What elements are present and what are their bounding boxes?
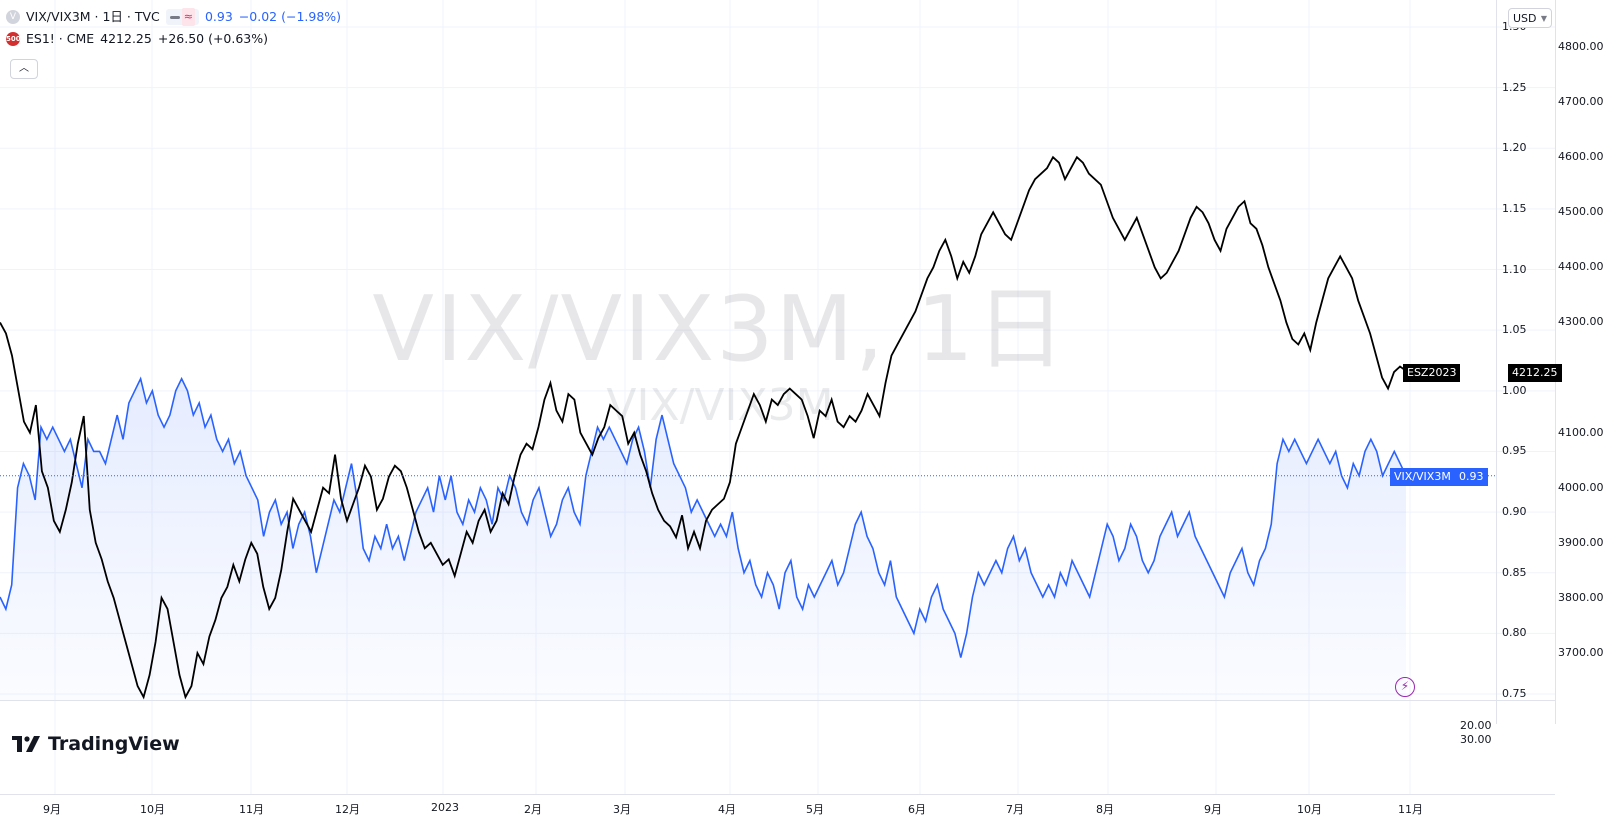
es-axis-tick: 4500.00 [1558, 205, 1604, 219]
vix-area-fill [0, 378, 1406, 700]
brand-name: TradingView [48, 733, 180, 755]
es-series-label-tag: ESZ2023 [1403, 364, 1461, 382]
time-axis-tick: 7月 [1006, 803, 1024, 816]
vix-series-line [0, 376, 1407, 658]
vix-axis-tick: 1.15 [1502, 201, 1527, 215]
legend-es-symbol[interactable]: ES1! · CME [26, 31, 95, 46]
sub-pane-divider[interactable] [0, 700, 1555, 701]
vix-axis-tick: 0.85 [1502, 565, 1527, 579]
time-axis-tick: 10月 [1297, 803, 1322, 816]
vix-axis-tick: 1.05 [1502, 323, 1527, 337]
es-price-tag: 4212.25 [1508, 364, 1562, 382]
vix-price-tag: 0.93 [1455, 468, 1488, 486]
legend-es-change: +26.50 (+0.63%) [157, 31, 269, 46]
minus-icon [169, 15, 180, 19]
symbol-watermark-sub: VIX/VIX3M [606, 380, 834, 431]
vix-series-label-tag: VIX/VIX3M [1390, 468, 1455, 486]
legend-row-es[interactable]: 500 ES1! · CME 4212.25 +26.50 (+0.63%) [6, 28, 341, 50]
time-axis[interactable]: 9月 10月 11月 12月 2023 2月 3月 4月 5月 6月 7月 8月 9月 10月 11月 [0, 794, 1555, 822]
approx-icon: ≈ [181, 8, 195, 26]
es-axis-tick: 4800.00 [1558, 40, 1604, 53]
es-axis-tick: 4100.00 [1558, 425, 1604, 439]
time-axis-tick: 10月 [140, 803, 165, 816]
vix-price-axis[interactable]: 1.301.251.201.151.101.051.000.950.900.85… [1496, 0, 1554, 724]
tradingview-logo[interactable]: TradingView [12, 733, 180, 755]
tradingview-logo-icon [12, 736, 40, 752]
vix-axis-tick: 0.75 [1502, 687, 1527, 700]
time-axis-tick: 2023 [431, 801, 459, 814]
es-axis-tick: 3800.00 [1558, 590, 1604, 604]
currency-label: USD [1513, 12, 1537, 25]
plot-area[interactable] [0, 0, 1496, 724]
sub-pane-tick-30: 30.00 [1460, 733, 1492, 746]
legend: V VIX/VIX3M · 1日 · TVC ≈ 0.93 −0.02 (−1.… [6, 6, 341, 50]
es-axis-tick: 4300.00 [1558, 315, 1604, 329]
chevron-down-icon: ▼ [1540, 14, 1547, 23]
vix-axis-tick: 0.90 [1502, 505, 1527, 519]
es-symbol-icon: 500 [6, 32, 21, 46]
es-axis-tick: 4600.00 [1558, 150, 1604, 164]
time-axis-tick: 12月 [335, 803, 360, 816]
time-axis-tick: 9月 [43, 803, 61, 816]
axis-divider-left [1496, 0, 1497, 724]
es-axis-tick: 4000.00 [1558, 480, 1604, 494]
time-axis-tick: 2月 [524, 803, 542, 816]
chevron-up-icon: ︿ [19, 63, 29, 74]
time-axis-tick: 11月 [1398, 803, 1423, 816]
time-axis-tick: 6月 [908, 803, 926, 816]
es-series-line [0, 155, 1407, 700]
es-price-axis[interactable]: 4800.00 4700.00 4600.00 4500.00 4400.00 4300.… [1555, 0, 1620, 724]
es-axis-tick: 3900.00 [1558, 535, 1604, 549]
sub-pane-tick-20: 20.00 [1460, 719, 1492, 732]
legend-collapse-button[interactable]: ︿ [10, 59, 38, 79]
legend-vix-change: −0.02 (−1.98%) [238, 9, 342, 24]
time-axis-tick: 5月 [806, 803, 824, 816]
time-axis-tick: 4月 [718, 803, 736, 816]
lightning-icon[interactable]: ⚡ [1395, 677, 1415, 697]
legend-es-value: 4212.25 [100, 31, 152, 46]
es-axis-tick: 3700.00 [1558, 646, 1604, 659]
currency-select[interactable]: USD ▼ [1508, 8, 1552, 28]
legend-vix-symbol[interactable]: VIX/VIX3M · 1日 · TVC [26, 9, 160, 24]
time-axis-tick: 11月 [239, 803, 264, 816]
time-axis-tick: 3月 [613, 803, 631, 816]
legend-vix-value: 0.93 [204, 9, 233, 24]
legend-row-vix[interactable]: V VIX/VIX3M · 1日 · TVC ≈ 0.93 −0.02 (−1.… [6, 6, 341, 28]
vix-axis-tick: 0.80 [1502, 626, 1527, 640]
time-axis-tick: 8月 [1096, 803, 1114, 816]
series-badges[interactable]: ≈ [165, 8, 199, 26]
symbol-watermark: VIX/VIX3M, 1日 [372, 277, 1068, 382]
vix-axis-tick: 1.20 [1502, 141, 1527, 155]
es-axis-tick: 4400.00 [1558, 260, 1604, 274]
vix-axis-tick: 0.95 [1502, 444, 1527, 458]
vix-axis-tick: 1.00 [1502, 383, 1527, 397]
axis-divider-right [1555, 0, 1556, 724]
time-axis-tick: 9月 [1204, 803, 1222, 816]
vix-axis-tick: 1.10 [1502, 262, 1527, 276]
vix-axis-tick: 1.25 [1502, 80, 1527, 94]
es-axis-tick: 4700.00 [1558, 95, 1604, 109]
vix-symbol-icon: V [6, 10, 20, 24]
